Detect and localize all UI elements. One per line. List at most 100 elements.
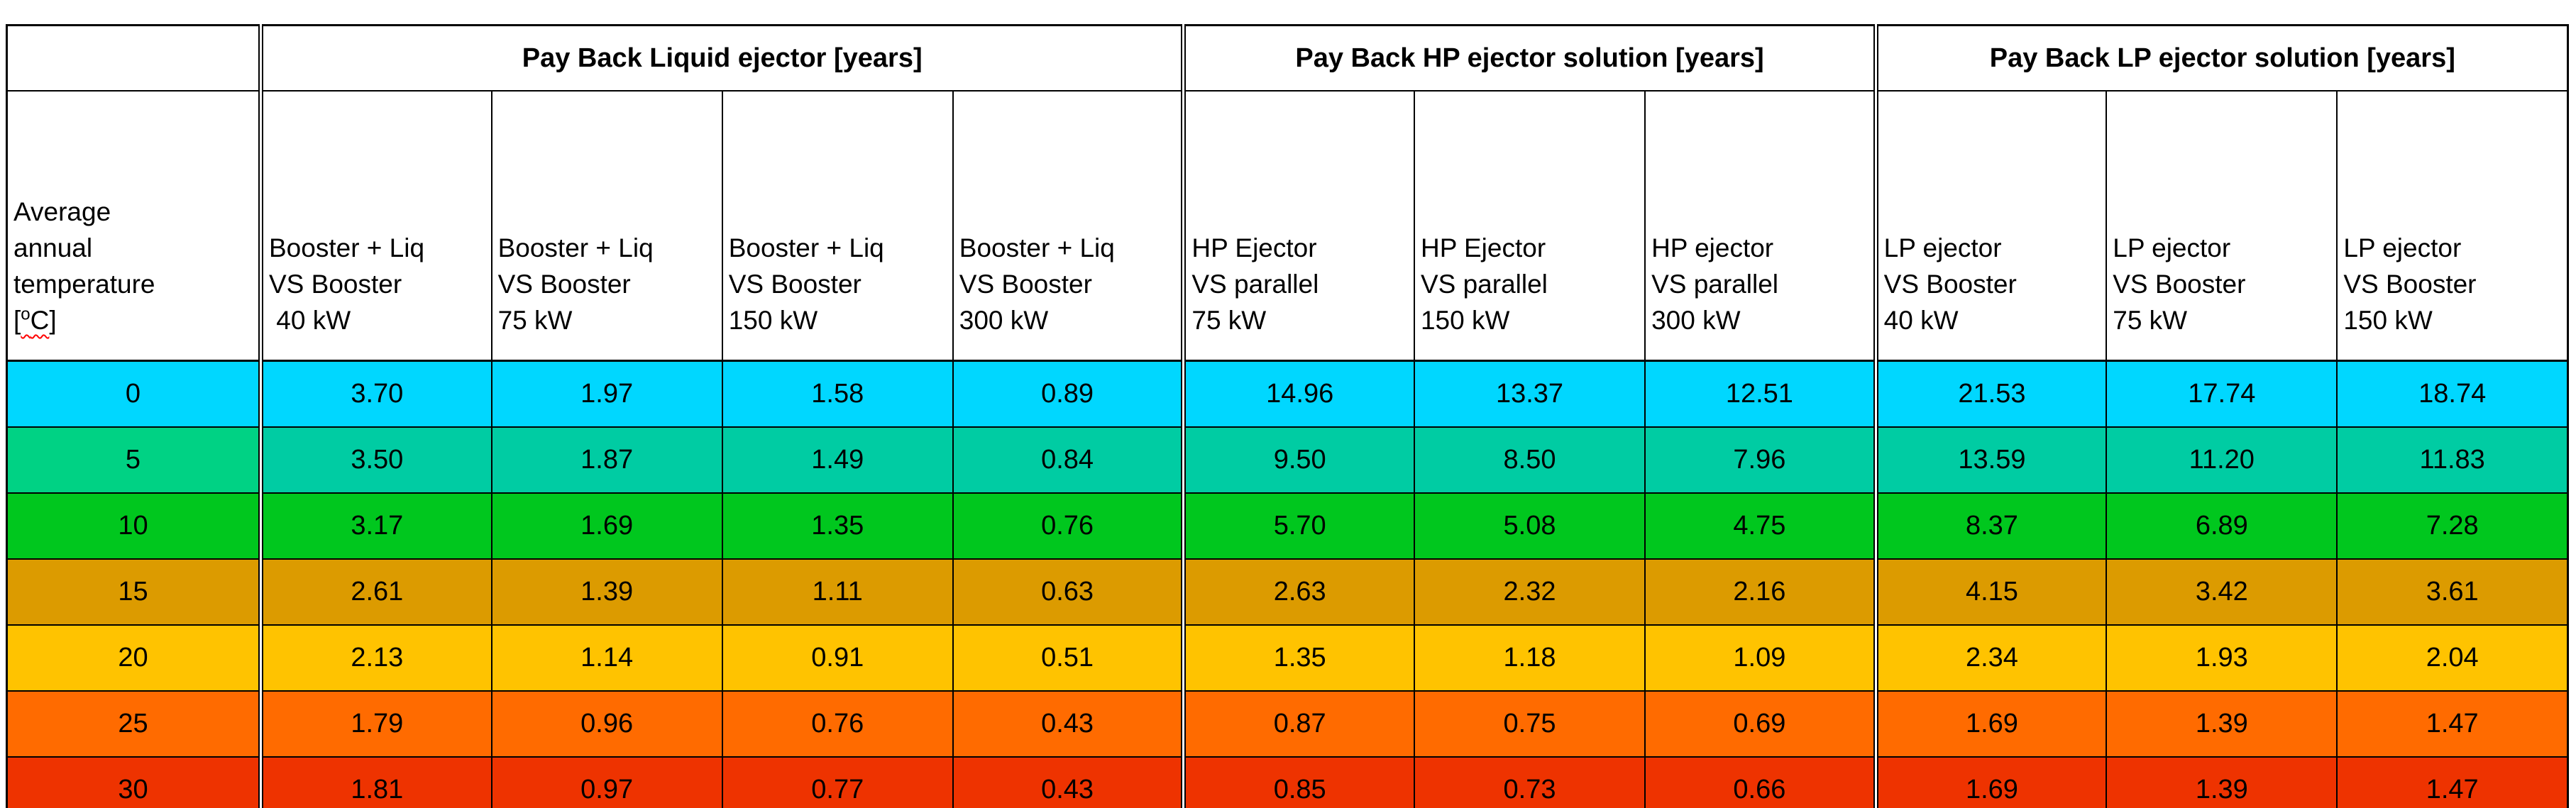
payback-value-cell: 1.35: [721, 492, 954, 560]
payback-value-cell: 4.15: [1873, 558, 2108, 626]
payback-value-cell: 18.74: [2336, 360, 2569, 428]
payback-value-cell: 1.47: [2336, 756, 2569, 808]
payback-value-cell: 11.20: [2106, 426, 2338, 494]
payback-value-cell: 0.63: [952, 558, 1184, 626]
group-header-lp-ejector: Pay Back LP ejector solution [years]: [1873, 24, 2569, 92]
table-row: 20 2.13 1.14 0.91 0.51 1.35 1.18 1.09 2.34 1.93 2.…: [6, 624, 2569, 692]
payback-value-cell: 1.39: [2106, 690, 2338, 758]
temperature-unit: [oC]: [13, 304, 57, 335]
payback-value-cell: 1.39: [2106, 756, 2338, 808]
payback-value-cell: 0.89: [952, 360, 1184, 428]
payback-value-cell: 1.39: [490, 558, 723, 626]
payback-value-cell: 11.83: [2336, 426, 2569, 494]
payback-value-cell: 1.58: [721, 360, 954, 428]
payback-value-cell: 1.35: [1181, 624, 1415, 692]
table-body: 0 3.70 1.97 1.58 0.89 14.96 13.37 12.51 21.53 17.…: [6, 360, 2569, 808]
table-row: 5 3.50 1.87 1.49 0.84 9.50 8.50 7.96 13.59 11.20 1…: [6, 426, 2569, 494]
payback-value-cell: 1.14: [490, 624, 723, 692]
payback-value-cell: 14.96: [1181, 360, 1415, 428]
payback-value-cell: 5.70: [1181, 492, 1415, 560]
table-row: 15 2.61 1.39 1.11 0.63 2.63 2.32 2.16 4.15 3.42 3.…: [6, 558, 2569, 626]
payback-value-cell: 2.63: [1181, 558, 1415, 626]
payback-value-cell: 13.59: [1873, 426, 2108, 494]
payback-value-cell: 0.91: [721, 624, 954, 692]
temperature-header-line: annual: [13, 233, 93, 262]
payback-value-cell: 0.69: [1644, 690, 1877, 758]
payback-value-cell: 3.70: [258, 360, 492, 428]
payback-value-cell: 2.34: [1873, 624, 2108, 692]
temperature-cell: 15: [6, 558, 262, 626]
payback-value-cell: 0.73: [1413, 756, 1646, 808]
payback-value-cell: 0.43: [952, 690, 1184, 758]
payback-value-cell: 3.61: [2336, 558, 2569, 626]
payback-value-cell: 12.51: [1644, 360, 1877, 428]
payback-value-cell: 9.50: [1181, 426, 1415, 494]
payback-value-cell: 21.53: [1873, 360, 2108, 428]
payback-value-cell: 6.89: [2106, 492, 2338, 560]
payback-value-cell: 2.61: [258, 558, 492, 626]
payback-value-cell: 1.09: [1644, 624, 1877, 692]
temperature-cell: 20: [6, 624, 262, 692]
payback-value-cell: 1.11: [721, 558, 954, 626]
payback-value-cell: 7.28: [2336, 492, 2569, 560]
payback-value-cell: 3.42: [2106, 558, 2338, 626]
payback-value-cell: 5.08: [1413, 492, 1646, 560]
group-header-row: Pay Back Liquid ejector [years] Pay Back…: [6, 24, 2569, 92]
column-header: HP ejector VS parallel 300 kW: [1644, 90, 1877, 362]
payback-value-cell: 1.49: [721, 426, 954, 494]
payback-value-cell: 0.85: [1181, 756, 1415, 808]
payback-value-cell: 1.18: [1413, 624, 1646, 692]
row-header-temperature: Average annual temperature [oC]: [6, 90, 262, 362]
temperature-cell: 25: [6, 690, 262, 758]
group-header-hp-ejector: Pay Back HP ejector solution [years]: [1181, 24, 1877, 92]
temperature-cell: 0: [6, 360, 262, 428]
column-header: Booster + Liq VS Booster 300 kW: [952, 90, 1184, 362]
payback-value-cell: 1.69: [1873, 690, 2108, 758]
payback-value-cell: 17.74: [2106, 360, 2338, 428]
payback-value-cell: 4.75: [1644, 492, 1877, 560]
payback-value-cell: 0.84: [952, 426, 1184, 494]
payback-value-cell: 0.87: [1181, 690, 1415, 758]
payback-value-cell: 0.77: [721, 756, 954, 808]
payback-value-cell: 8.50: [1413, 426, 1646, 494]
payback-value-cell: 1.93: [2106, 624, 2338, 692]
payback-value-cell: 0.76: [952, 492, 1184, 560]
corner-cell: [6, 24, 262, 92]
payback-value-cell: 7.96: [1644, 426, 1877, 494]
temperature-cell: 10: [6, 492, 262, 560]
payback-value-cell: 0.76: [721, 690, 954, 758]
payback-value-cell: 1.81: [258, 756, 492, 808]
table-row: 30 1.81 0.97 0.77 0.43 0.85 0.73 0.66 1.69 1.39 1.…: [6, 756, 2569, 808]
payback-value-cell: 3.50: [258, 426, 492, 494]
column-header-row: Average annual temperature [oC] Booster …: [6, 90, 2569, 362]
temperature-header-line: temperature: [13, 269, 155, 299]
payback-value-cell: 0.43: [952, 756, 1184, 808]
payback-value-cell: 2.13: [258, 624, 492, 692]
payback-value-cell: 2.16: [1644, 558, 1877, 626]
payback-value-cell: 1.97: [490, 360, 723, 428]
payback-value-cell: 2.04: [2336, 624, 2569, 692]
payback-value-cell: 0.75: [1413, 690, 1646, 758]
degree-symbol: o: [21, 304, 31, 324]
temperature-cell: 30: [6, 756, 262, 808]
payback-value-cell: 8.37: [1873, 492, 2108, 560]
table-row: 0 3.70 1.97 1.58 0.89 14.96 13.37 12.51 21.53 17.…: [6, 360, 2569, 428]
group-header-liquid-ejector: Pay Back Liquid ejector [years]: [258, 24, 1184, 92]
payback-value-cell: 13.37: [1413, 360, 1646, 428]
temperature-cell: 5: [6, 426, 262, 494]
payback-value-cell: 1.79: [258, 690, 492, 758]
column-header: Booster + Liq VS Booster 150 kW: [721, 90, 954, 362]
payback-table: Pay Back Liquid ejector [years] Pay Back…: [6, 24, 2569, 808]
column-header: LP ejector VS Booster 150 kW: [2336, 90, 2569, 362]
payback-value-cell: 0.97: [490, 756, 723, 808]
column-header: LP ejector VS Booster 75 kW: [2106, 90, 2338, 362]
payback-value-cell: 2.32: [1413, 558, 1646, 626]
payback-value-cell: 3.17: [258, 492, 492, 560]
temperature-header-line: Average: [13, 197, 111, 226]
payback-value-cell: 0.51: [952, 624, 1184, 692]
payback-value-cell: 1.69: [1873, 756, 2108, 808]
column-header: HP Ejector VS parallel 75 kW: [1181, 90, 1415, 362]
column-header: HP Ejector VS parallel 150 kW: [1413, 90, 1646, 362]
table-row: 25 1.79 0.96 0.76 0.43 0.87 0.75 0.69 1.69 1.39 1.…: [6, 690, 2569, 758]
